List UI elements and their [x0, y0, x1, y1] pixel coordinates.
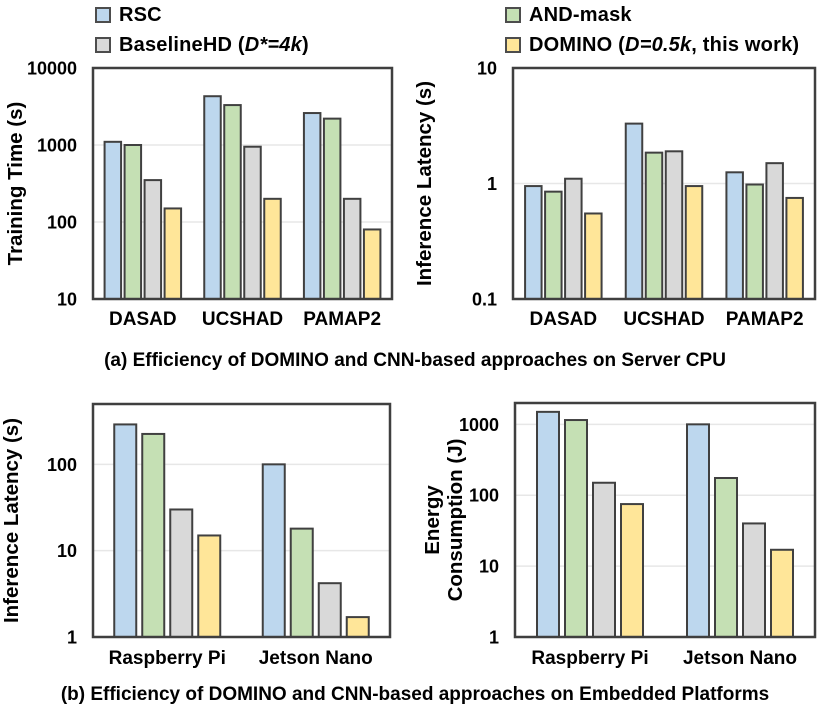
- x-category-label-pamap2: PAMAP2: [726, 309, 804, 330]
- bar-baselinehd-pamap2: [342, 197, 362, 300]
- bar-baselinehd-ucshad: [664, 150, 684, 301]
- x-category-label-jetson-nano: Jetson Nano: [683, 648, 797, 669]
- bar-baselinehd-dasad: [143, 179, 163, 300]
- bar-and-mask-dasad: [123, 144, 143, 300]
- legend-swatch-rsc: [95, 7, 111, 23]
- legend-label-domino: DOMINO (D=0.5k, this work): [529, 33, 800, 56]
- y-tick-label: 10: [57, 290, 77, 310]
- y-tick-label: 1: [67, 628, 77, 648]
- legend-item-domino: DOMINO (D=0.5k, this work): [505, 30, 799, 60]
- x-category-label-pamap2: PAMAP2: [303, 309, 381, 330]
- bar-and-mask-ucshad: [644, 151, 664, 300]
- bar-domino-raspberry-pi: [197, 534, 222, 638]
- y-tick-label: 10: [477, 59, 497, 79]
- legend-label-baseline-hd: BaselineHD (D*=4k): [119, 33, 309, 56]
- bar-rsc-ucshad: [624, 122, 644, 301]
- legend-swatch-domino: [505, 37, 521, 53]
- bar-baselinehd-jetson-nano: [742, 522, 766, 638]
- x-category-label-raspberry-pi: Raspberry Pi: [109, 648, 226, 669]
- legend-column-right: AND-mask DOMINO (D=0.5k, this work): [505, 0, 799, 60]
- bar-domino-dasad: [584, 212, 603, 301]
- plot-border: [91, 402, 392, 639]
- x-category-label-raspberry-pi: Raspberry Pi: [531, 648, 648, 669]
- bar-domino-pamap2: [785, 196, 804, 300]
- bar-and-mask-jetson-nano: [714, 476, 738, 639]
- x-category-label-dasad: DASAD: [109, 309, 177, 330]
- bar-baselinehd-ucshad: [243, 145, 262, 300]
- legend-item-and-mask: AND-mask: [505, 0, 799, 30]
- caption-b: (b) Efficiency of DOMINO and CNN-based a…: [60, 684, 770, 705]
- bar-rsc-raspberry-pi: [536, 410, 560, 639]
- plot-border: [511, 66, 817, 301]
- legend-item-rsc: RSC: [95, 0, 309, 30]
- chart-inference-latency-server: 0.1 1 10 DASAD UCSHAD PAMAP2 Inference Latency…: [415, 59, 817, 330]
- y-tick-label: 10: [479, 557, 499, 577]
- bar-baselinehd-raspberry-pi: [169, 508, 194, 638]
- bar-and-mask-ucshad: [223, 104, 242, 300]
- bar-rsc-pamap2: [302, 112, 322, 300]
- chart-energy-consumption-embedded: 1 10 100 1000 Raspberry Pi Jetson Nano Energy C…: [421, 401, 817, 669]
- bar-and-mask-raspberry-pi: [564, 419, 588, 638]
- bar-rsc-jetson-nano: [261, 463, 286, 639]
- plot-border: [91, 66, 394, 301]
- bar-domino-jetson-nano: [345, 616, 370, 639]
- bar-baselinehd-pamap2: [765, 162, 784, 301]
- y-axis-label: Inference Latency (s): [0, 418, 23, 623]
- legend-label-and-mask: AND-mask: [529, 3, 632, 26]
- legend-swatch-and-mask: [505, 7, 521, 23]
- x-category-label-ucshad: UCSHAD: [202, 309, 283, 330]
- legend-label-rsc: RSC: [119, 3, 162, 26]
- y-tick-label: 100: [47, 213, 77, 233]
- y-tick-label: 100: [469, 486, 499, 506]
- y-axis-label: Training Time (s): [4, 102, 27, 266]
- y-tick-label: 1: [489, 628, 499, 648]
- bar-and-mask-pamap2: [745, 183, 764, 300]
- y-tick-label: 100: [47, 455, 77, 475]
- legend-item-baseline-hd: BaselineHD (D*=4k): [95, 30, 309, 60]
- bar-baselinehd-jetson-nano: [317, 582, 342, 639]
- bar-and-mask-pamap2: [322, 117, 342, 300]
- bar-domino-pamap2: [362, 228, 382, 300]
- legend-column-left: RSC BaselineHD (D*=4k): [95, 0, 309, 60]
- y-tick-label: 1: [487, 174, 497, 194]
- bar-and-mask-raspberry-pi: [141, 432, 166, 638]
- bar-rsc-ucshad: [203, 95, 222, 300]
- y-tick-label: 1000: [37, 136, 77, 156]
- y-tick-label: 10000: [27, 59, 77, 79]
- y-tick-label: 10: [57, 541, 77, 561]
- y-tick-label: 1000: [459, 415, 499, 435]
- y-axis-label: Energy: [421, 485, 444, 555]
- bar-domino-raspberry-pi: [620, 503, 644, 638]
- bar-rsc-jetson-nano: [686, 423, 710, 639]
- chart-inference-latency-embedded: 1 10 100 Raspberry Pi Jetson Nano Inference L…: [0, 402, 392, 669]
- bar-domino-dasad: [163, 207, 183, 301]
- bar-domino-ucshad: [684, 185, 704, 300]
- x-category-label-dasad: DASAD: [530, 309, 598, 330]
- bar-domino-ucshad: [263, 197, 282, 300]
- bar-rsc-pamap2: [725, 171, 744, 300]
- y-axis-label: Consumption (J): [444, 439, 467, 602]
- bar-rsc-raspberry-pi: [113, 423, 138, 638]
- bar-baselinehd-raspberry-pi: [592, 481, 616, 638]
- bar-and-mask-jetson-nano: [289, 527, 314, 638]
- plot-border: [513, 401, 817, 639]
- bar-and-mask-dasad: [544, 190, 563, 300]
- bar-rsc-dasad: [103, 140, 123, 300]
- y-axis-label: Inference Latency (s): [415, 81, 436, 286]
- bar-baselinehd-dasad: [564, 177, 583, 300]
- bar-domino-jetson-nano: [770, 548, 794, 638]
- x-category-label-jetson-nano: Jetson Nano: [259, 648, 373, 669]
- x-category-label-ucshad: UCSHAD: [623, 309, 704, 330]
- y-tick-label: 0.1: [472, 290, 497, 310]
- caption-a: (a) Efficiency of DOMINO and CNN-based a…: [104, 350, 726, 371]
- legend-swatch-baseline-hd: [95, 37, 111, 53]
- bar-rsc-dasad: [524, 185, 543, 300]
- chart-training-time-server: 10 100 1000 10000 DASAD UCSHAD PAMAP2 Training …: [4, 59, 394, 330]
